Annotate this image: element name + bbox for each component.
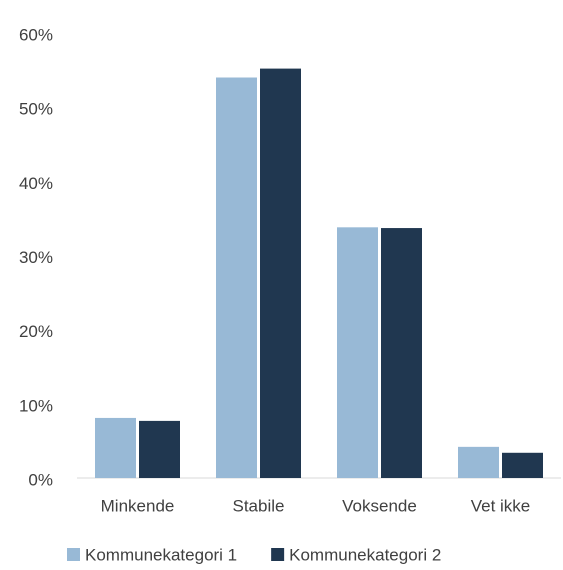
x-tick-label: Vet ikke [471, 496, 531, 515]
y-tick-label: 40% [19, 174, 53, 193]
bar [381, 228, 422, 478]
bar [216, 77, 257, 478]
x-tick-label: Voksende [342, 496, 417, 515]
y-tick-label: 60% [19, 25, 53, 44]
legend-swatch [271, 548, 285, 561]
bar [260, 68, 301, 478]
y-tick-label: 50% [19, 100, 53, 119]
legend-swatch [67, 548, 80, 561]
x-tick-label: Stabile [233, 496, 285, 515]
y-tick-label: 20% [19, 322, 53, 341]
y-tick-label: 10% [19, 396, 53, 415]
bar [139, 420, 180, 478]
y-tick-label: 0% [28, 470, 53, 489]
legend-label: Kommunekategori 1 [85, 545, 237, 564]
bar [337, 227, 378, 478]
x-tick-label: Minkende [101, 496, 175, 515]
bar [95, 417, 136, 478]
bar [458, 446, 499, 478]
bar [502, 452, 543, 478]
y-tick-label: 30% [19, 248, 53, 267]
legend-label: Kommunekategori 2 [289, 545, 441, 564]
